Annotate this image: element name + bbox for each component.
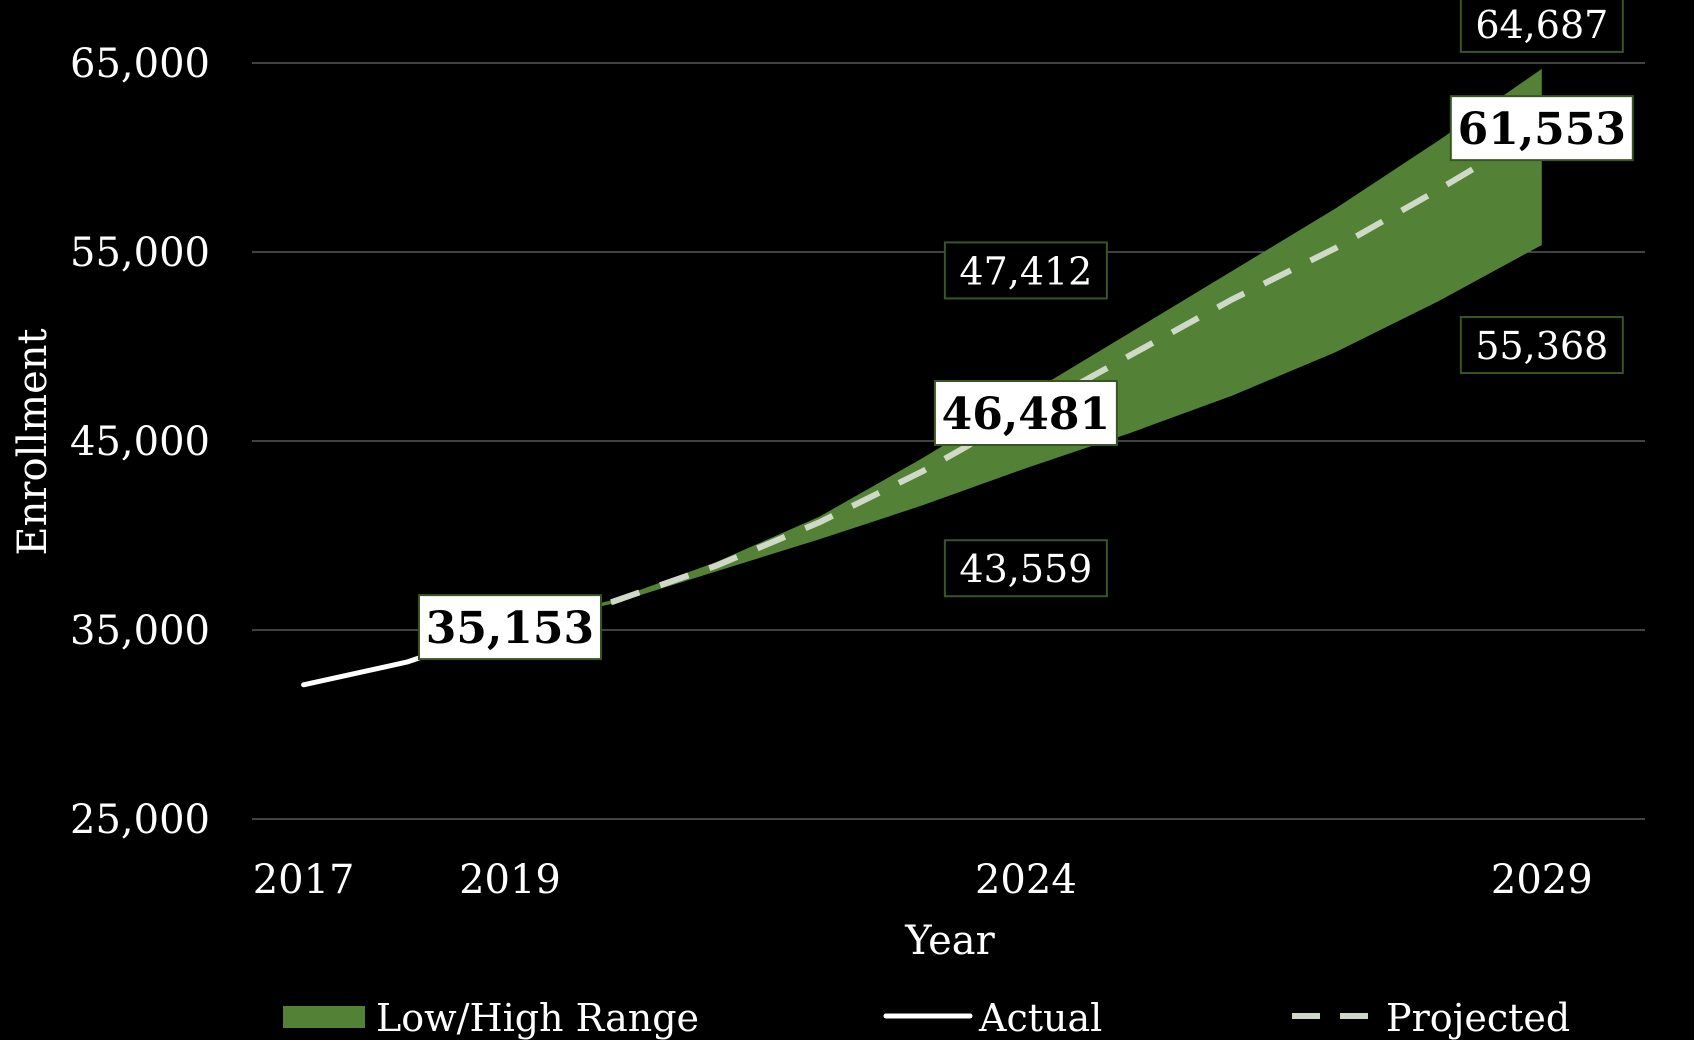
legend: Low/High Range Actual Projected bbox=[283, 996, 1570, 1040]
data-label-box bbox=[1459, 316, 1624, 375]
data-label-box bbox=[943, 241, 1108, 300]
data-label-text: 43,559 bbox=[959, 547, 1092, 591]
y-tick-label: 45,000 bbox=[70, 419, 210, 465]
y-axis-ticks: 25,000 35,000 45,000 55,000 65,000 bbox=[70, 41, 210, 843]
data-label-box bbox=[943, 539, 1108, 598]
range-band-layer bbox=[510, 68, 1542, 628]
data-label-box bbox=[1449, 95, 1634, 162]
data-label-text: 55,368 bbox=[1475, 324, 1608, 368]
data-label: 43,559 bbox=[943, 539, 1108, 598]
y-axis-title: Enrollment bbox=[10, 328, 56, 555]
x-tick-label: 2019 bbox=[459, 857, 561, 903]
data-label: 55,368 bbox=[1459, 316, 1624, 375]
projected-line bbox=[509, 125, 1544, 631]
data-labels: 35,153 46,481 61,553 47,412 43,559 64,687 55,3… bbox=[417, 0, 1634, 661]
data-label-text: 47,412 bbox=[959, 249, 1092, 293]
x-tick-label: 2024 bbox=[975, 857, 1077, 903]
data-label-box bbox=[933, 380, 1118, 447]
x-tick-label: 2017 bbox=[253, 857, 355, 903]
data-label-text: 46,481 bbox=[942, 389, 1110, 440]
range-band bbox=[510, 68, 1542, 628]
y-tick-label: 35,000 bbox=[70, 608, 210, 654]
data-label-text: 35,153 bbox=[426, 603, 594, 654]
y-tick-label: 25,000 bbox=[70, 797, 210, 843]
legend-label-projected: Projected bbox=[1386, 996, 1570, 1040]
y-tick-label: 55,000 bbox=[70, 230, 210, 276]
data-label-box bbox=[1459, 0, 1624, 53]
x-tick-label: 2029 bbox=[1491, 857, 1593, 903]
legend-label-actual: Actual bbox=[978, 996, 1102, 1040]
x-axis-title: Year bbox=[904, 918, 995, 964]
data-label-text: 64,687 bbox=[1475, 3, 1608, 47]
data-label: 35,153 bbox=[417, 594, 602, 661]
legend-label-range: Low/High Range bbox=[376, 996, 699, 1040]
data-label: 47,412 bbox=[943, 241, 1108, 300]
legend-swatch-range bbox=[283, 1006, 365, 1028]
data-label: 46,481 bbox=[933, 380, 1118, 447]
data-label: 64,687 bbox=[1459, 0, 1624, 53]
data-label: 61,553 bbox=[1449, 95, 1634, 162]
x-axis-ticks: 2017 2019 2024 2029 bbox=[253, 857, 1593, 903]
data-label-text: 61,553 bbox=[1458, 104, 1626, 155]
data-label-box bbox=[417, 594, 602, 661]
y-tick-label: 65,000 bbox=[70, 41, 210, 87]
